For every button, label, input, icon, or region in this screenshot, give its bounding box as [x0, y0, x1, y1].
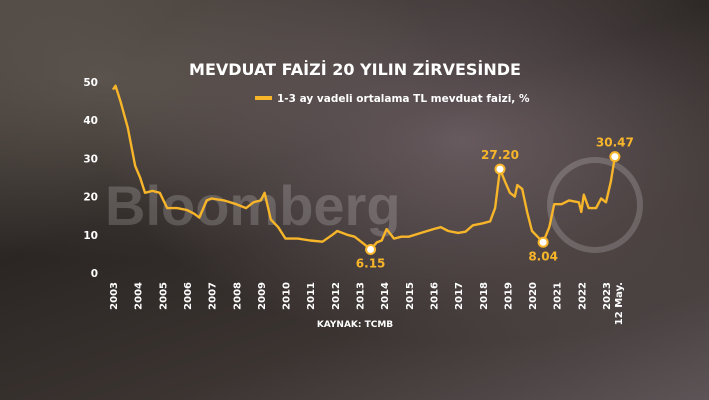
x-tick-label: 2004 [134, 282, 145, 310]
y-tick-label: 10 [83, 230, 98, 242]
x-tick-label: 2013 [356, 282, 367, 310]
x-tick-label: 2018 [479, 282, 490, 310]
legend: 1-3 ay vadeli ortalama TL mevduat faizi,… [255, 93, 530, 105]
annotation-point [609, 151, 621, 163]
x-tick-label: 2019 [503, 282, 514, 310]
chart-title: MEVDUAT FAİZİ 20 YILIN ZİRVESİNDE [189, 60, 521, 79]
x-tick-label: 2008 [232, 282, 243, 310]
annotation-label: 30.47 [596, 136, 634, 150]
y-tick-label: 50 [83, 77, 98, 89]
x-tick-label: 2003 [109, 282, 120, 310]
x-tick-label: 2009 [257, 282, 268, 310]
y-tick-label: 40 [83, 115, 98, 127]
source-note: KAYNAK: TCMB [317, 320, 393, 330]
y-tick-label: 30 [83, 153, 98, 165]
x-tick-label: 2017 [454, 282, 465, 310]
legend-label: 1-3 ay vadeli ortalama TL mevduat faizi,… [277, 93, 530, 105]
x-tick-label: 2022 [577, 282, 588, 310]
x-tick-label: 2023 [602, 282, 613, 310]
y-tick-label: 20 [83, 192, 98, 204]
x-tick-label: 2011 [306, 282, 317, 310]
x-tick-note: 12 May. [614, 282, 625, 325]
watermark-logo: Bloomberg [105, 174, 401, 237]
y-tick-label: 0 [91, 268, 98, 280]
annotation-label: 27.20 [481, 148, 519, 162]
x-tick-label: 2020 [528, 282, 539, 310]
annotation-point [494, 163, 506, 175]
annotation-label: 8.04 [528, 249, 558, 263]
x-tick-label: 2015 [405, 282, 416, 310]
watermark-ht-logo [547, 157, 643, 253]
annotation-label: 6.15 [356, 257, 386, 271]
x-tick-label: 2016 [429, 282, 440, 310]
annotation-point [365, 244, 377, 256]
x-tick-label: 2006 [183, 282, 194, 310]
series-line [111, 84, 617, 251]
x-tick-label: 2012 [331, 282, 342, 310]
x-tick-label: 2021 [553, 282, 564, 310]
x-tick-label: 2005 [158, 282, 169, 310]
annotation-point [537, 236, 549, 248]
x-tick-label: 2010 [282, 282, 293, 310]
x-tick-label: 2007 [208, 282, 219, 310]
x-tick-label: 2014 [380, 282, 391, 310]
